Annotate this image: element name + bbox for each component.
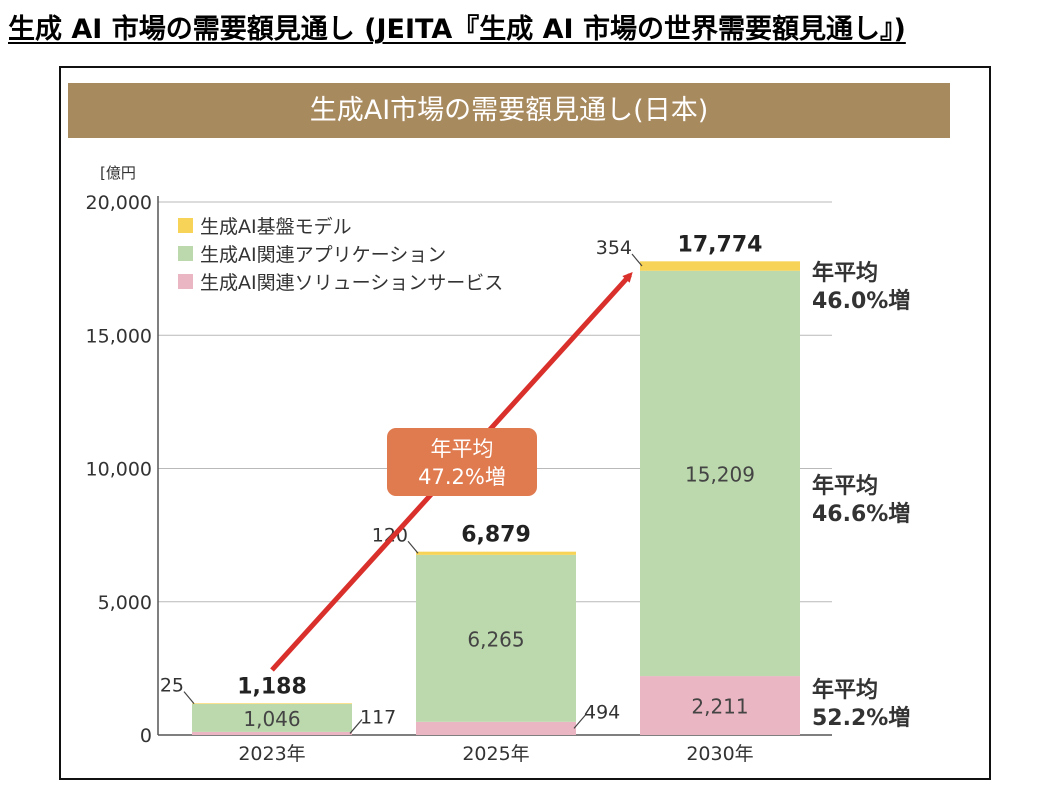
- growth-note-label: 年平均: [812, 473, 878, 499]
- growth-arrow: 年平均 47.2%増: [270, 272, 633, 672]
- y-tick-label: 5,000: [98, 592, 152, 614]
- chart-title: 生成AI市場の需要額見通し(日本): [68, 83, 950, 138]
- bar-segment: [640, 270, 800, 677]
- leader-line: [183, 691, 195, 705]
- page-heading: 生成 AI 市場の需要額見通し (JEITA『生成 AI 市場の世界需要額見通し…: [8, 14, 906, 45]
- x-tick-label: 2023年: [238, 743, 305, 765]
- y-axis: 0 5,000 10,000 15,000 20,000: [86, 192, 159, 747]
- bar-segment: [192, 703, 352, 705]
- y-tick-label: 20,000: [86, 192, 152, 214]
- bar-segment: [416, 551, 576, 555]
- y-tick-label: 15,000: [86, 325, 152, 347]
- bar-segment: [192, 704, 352, 732]
- growth-note-label: 年平均: [812, 677, 878, 703]
- growth-callout: [387, 428, 537, 496]
- y-axis-unit-label: [億円: [100, 164, 136, 182]
- growth-note-value: 52.2%増: [812, 705, 910, 731]
- growth-note-value: 46.0%増: [812, 288, 910, 314]
- y-tick-label: 10,000: [86, 459, 152, 481]
- legend-swatch: [178, 274, 193, 289]
- data-label: 354: [596, 237, 632, 259]
- data-label: 1,046: [243, 707, 300, 731]
- legend-label: 生成AI基盤モデル: [200, 216, 352, 238]
- data-label: 117: [360, 706, 396, 728]
- x-tick-label: 2030年: [686, 743, 753, 765]
- total-label: 6,879: [461, 523, 531, 548]
- bar-segment: [416, 721, 576, 735]
- bar-segment: [192, 731, 352, 735]
- data-label: 2,211: [691, 695, 748, 719]
- bar-segment: [416, 554, 576, 722]
- legend-label: 生成AI関連ソリューションサービス: [200, 272, 503, 294]
- total-label: 1,188: [237, 674, 307, 699]
- leader-line: [631, 253, 643, 267]
- x-tick-label: 2025年: [462, 743, 529, 765]
- data-label: 15,209: [685, 462, 755, 486]
- bar-segment: [640, 676, 800, 735]
- total-label: 17,774: [678, 232, 763, 257]
- bar-segment: [640, 261, 800, 271]
- bars: 2023年 1,188 2025年 6,879 2030年 17,774 1,046 6,26…: [160, 232, 800, 765]
- leader-line: [407, 540, 419, 554]
- legend-swatch: [178, 246, 193, 261]
- growth-note-value: 46.6%増: [812, 501, 910, 527]
- y-tick-label: 0: [140, 725, 152, 747]
- leader-line: [349, 719, 363, 734]
- legend-swatch: [178, 218, 193, 233]
- leader-line: [573, 714, 587, 729]
- growth-note-label: 年平均: [812, 260, 878, 286]
- data-label: 25: [160, 675, 184, 697]
- growth-callout-line2: 47.2%増: [418, 465, 506, 489]
- data-label: 494: [584, 701, 620, 723]
- growth-callout-line1: 年平均: [431, 437, 494, 461]
- legend-label: 生成AI関連アプリケーション: [200, 244, 446, 266]
- data-label: 6,265: [467, 627, 524, 651]
